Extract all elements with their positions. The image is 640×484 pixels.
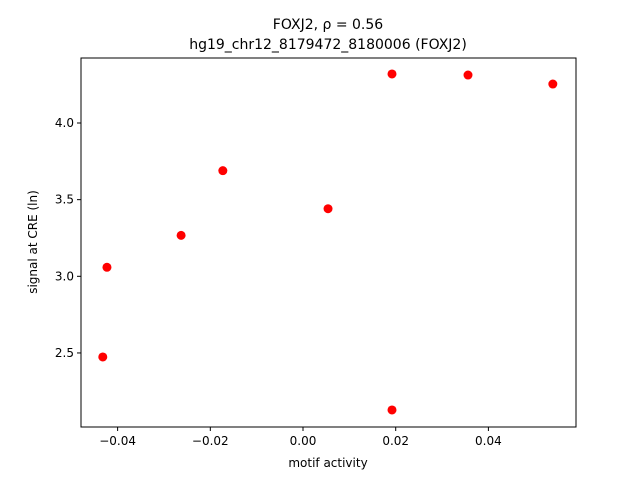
x-tick-label: −0.04 xyxy=(99,434,136,448)
point xyxy=(548,79,558,89)
point xyxy=(98,352,108,362)
chart-subtitle: hg19_chr12_8179472_8180006 (FOXJ2) xyxy=(189,37,467,53)
y-tick-label: 3.5 xyxy=(55,193,74,207)
point xyxy=(323,204,333,214)
x-tick-label: 0.04 xyxy=(475,434,502,448)
point xyxy=(387,405,397,415)
y-tick-label: 2.5 xyxy=(55,346,74,360)
point xyxy=(463,70,473,80)
point xyxy=(102,262,112,272)
point xyxy=(218,166,228,176)
y-tick-label: 3.0 xyxy=(55,269,74,283)
chart-title: FOXJ2, ρ = 0.56 xyxy=(273,17,383,33)
plot-frame xyxy=(80,57,577,428)
y-axis-label: signal at CRE (ln) xyxy=(26,190,40,294)
y-tick-label: 4.0 xyxy=(55,116,74,130)
x-tick-label: −0.02 xyxy=(192,434,229,448)
point xyxy=(387,69,397,79)
x-tick-label: 0.00 xyxy=(290,434,317,448)
point xyxy=(176,230,186,240)
x-axis-label: motif activity xyxy=(288,456,367,470)
x-tick-label: 0.02 xyxy=(382,434,409,448)
